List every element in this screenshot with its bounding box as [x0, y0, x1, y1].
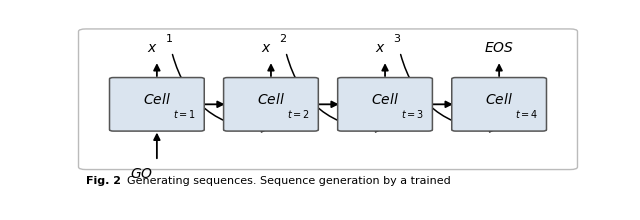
Text: $\mathit{EOS}$: $\mathit{EOS}$ — [484, 41, 514, 55]
Text: Fig. 2: Fig. 2 — [86, 176, 121, 185]
Text: $t=4$: $t=4$ — [515, 108, 538, 120]
Text: $\mathit{Cell}$: $\mathit{Cell}$ — [143, 92, 171, 107]
FancyBboxPatch shape — [79, 29, 577, 170]
Text: $\mathit{Cell}$: $\mathit{Cell}$ — [257, 92, 285, 107]
Text: $\mathit{x}$: $\mathit{x}$ — [375, 41, 385, 55]
FancyBboxPatch shape — [109, 78, 204, 131]
Text: $\mathit{Cell}$: $\mathit{Cell}$ — [371, 92, 399, 107]
Text: $\mathit{x}$: $\mathit{x}$ — [147, 41, 157, 55]
Text: $t=3$: $t=3$ — [401, 108, 424, 120]
FancyBboxPatch shape — [223, 78, 318, 131]
Text: $\mathit{2}$: $\mathit{2}$ — [280, 32, 287, 44]
FancyBboxPatch shape — [338, 78, 433, 131]
Text: $t=1$: $t=1$ — [173, 108, 196, 120]
Text: Generating sequences. Sequence generation by a trained: Generating sequences. Sequence generatio… — [120, 176, 451, 185]
Text: $\mathit{Cell}$: $\mathit{Cell}$ — [485, 92, 513, 107]
Text: $\mathit{1}$: $\mathit{1}$ — [165, 32, 173, 44]
Text: $\mathit{3}$: $\mathit{3}$ — [394, 32, 401, 44]
FancyBboxPatch shape — [452, 78, 547, 131]
Text: $\mathit{GO}$: $\mathit{GO}$ — [131, 167, 154, 181]
Text: $\mathit{x}$: $\mathit{x}$ — [260, 41, 271, 55]
Text: $t=2$: $t=2$ — [287, 108, 310, 120]
